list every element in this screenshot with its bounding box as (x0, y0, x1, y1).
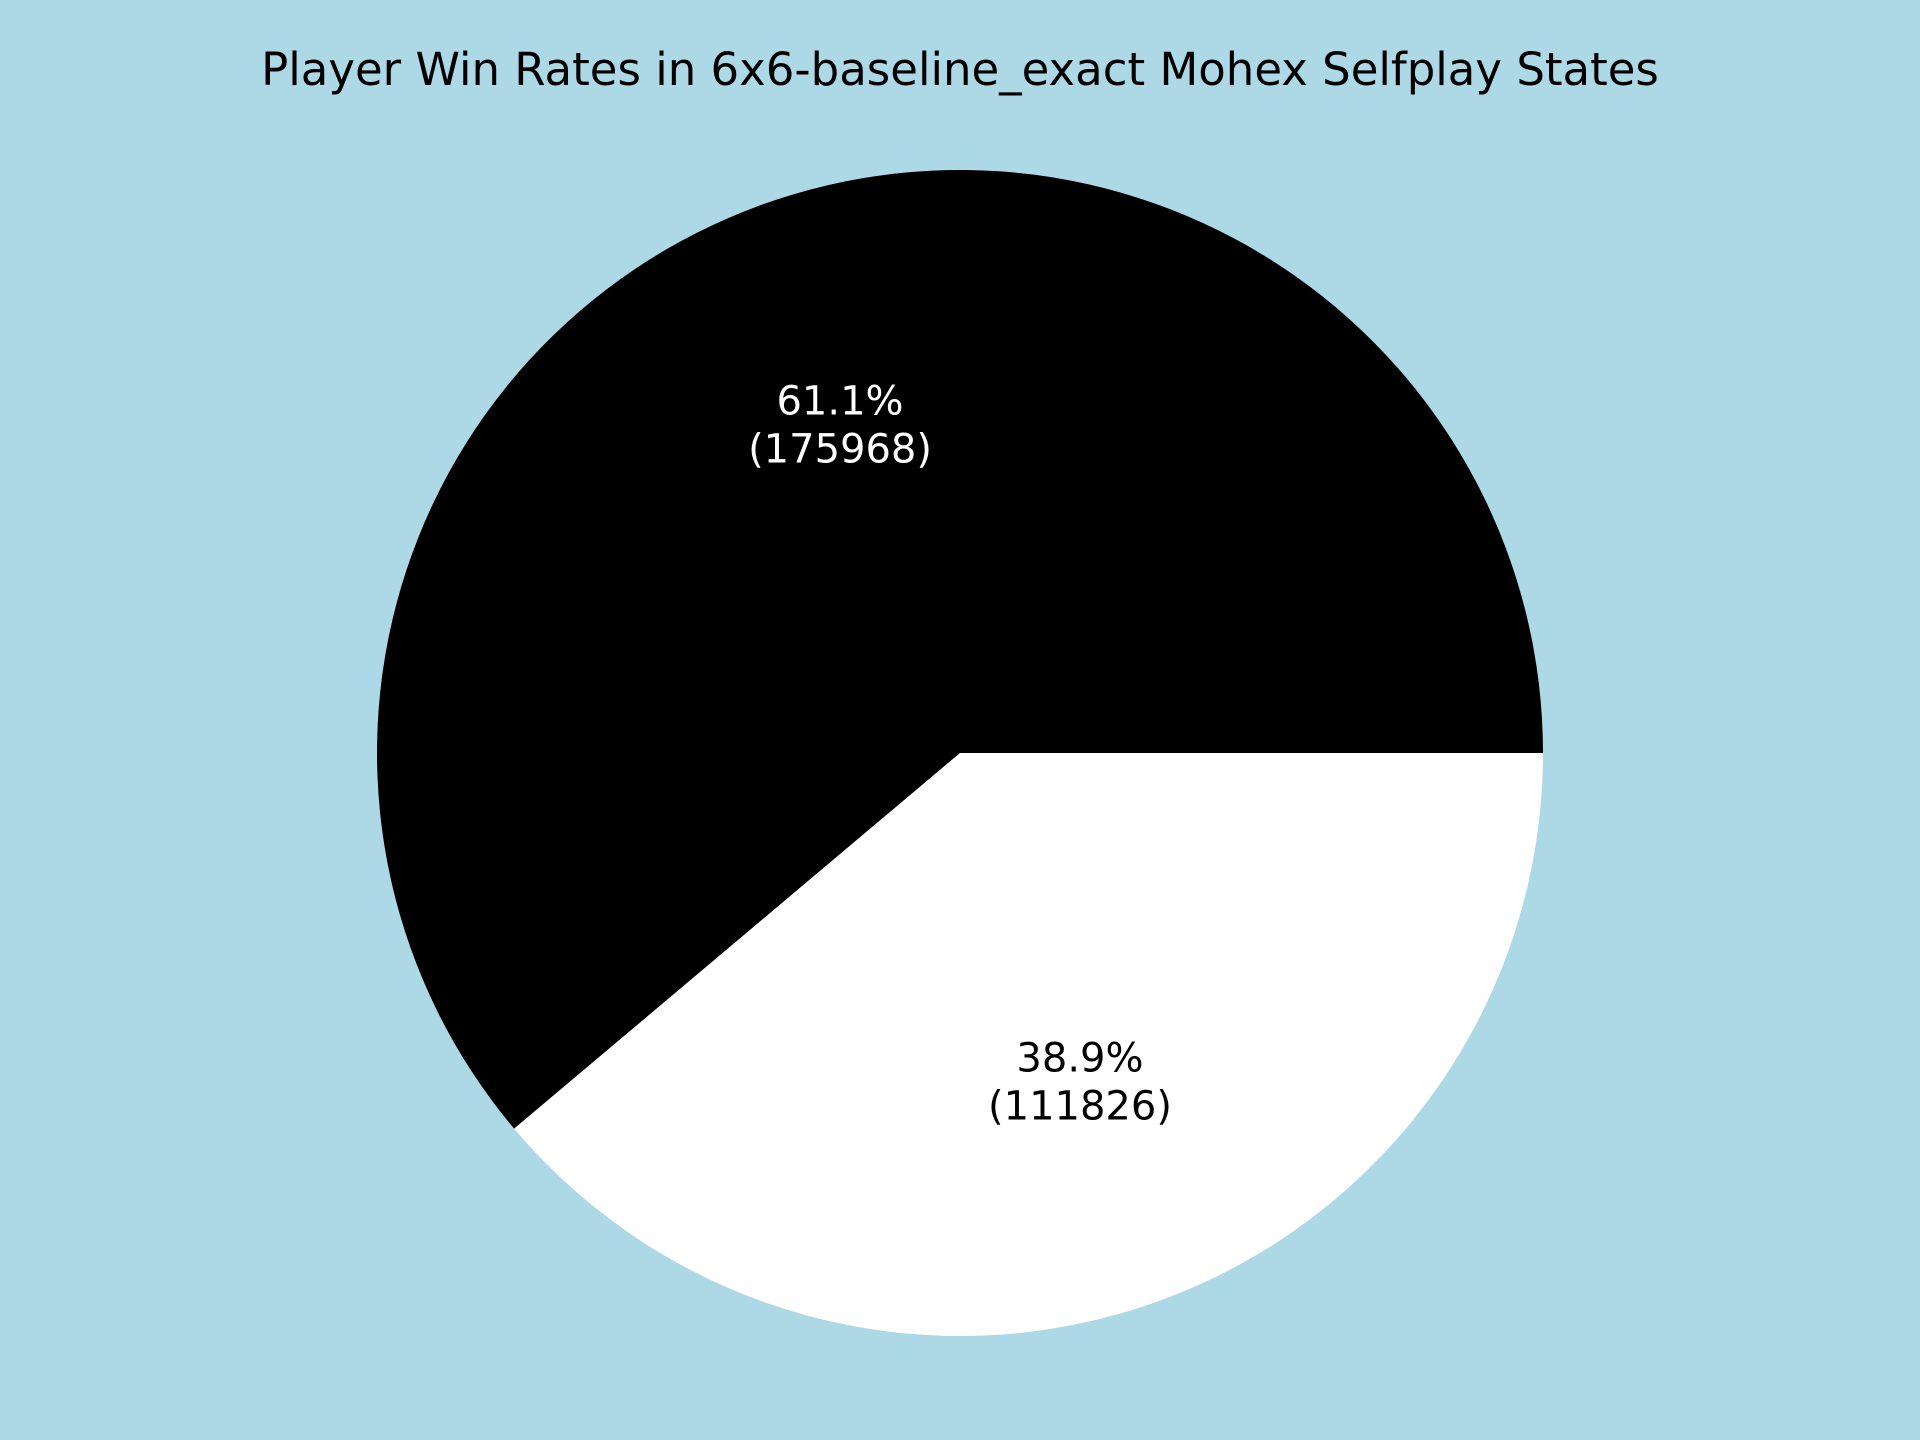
slice-count-label: (175968) (748, 426, 932, 472)
slice-count-label: (111826) (988, 1084, 1172, 1130)
pie-slice-0 (376, 170, 1544, 1129)
chart-title: Player Win Rates in 6x6-baseline_exact M… (261, 43, 1659, 96)
slice-percent-label: 38.9% (1016, 1036, 1143, 1082)
pie-slice-1 (514, 753, 1543, 1337)
pie-slice-label-1: 38.9% (111826) (988, 1036, 1172, 1130)
pie-slice-label-0: 61.1% (175968) (748, 378, 932, 472)
slice-percent-label: 61.1% (776, 378, 903, 424)
